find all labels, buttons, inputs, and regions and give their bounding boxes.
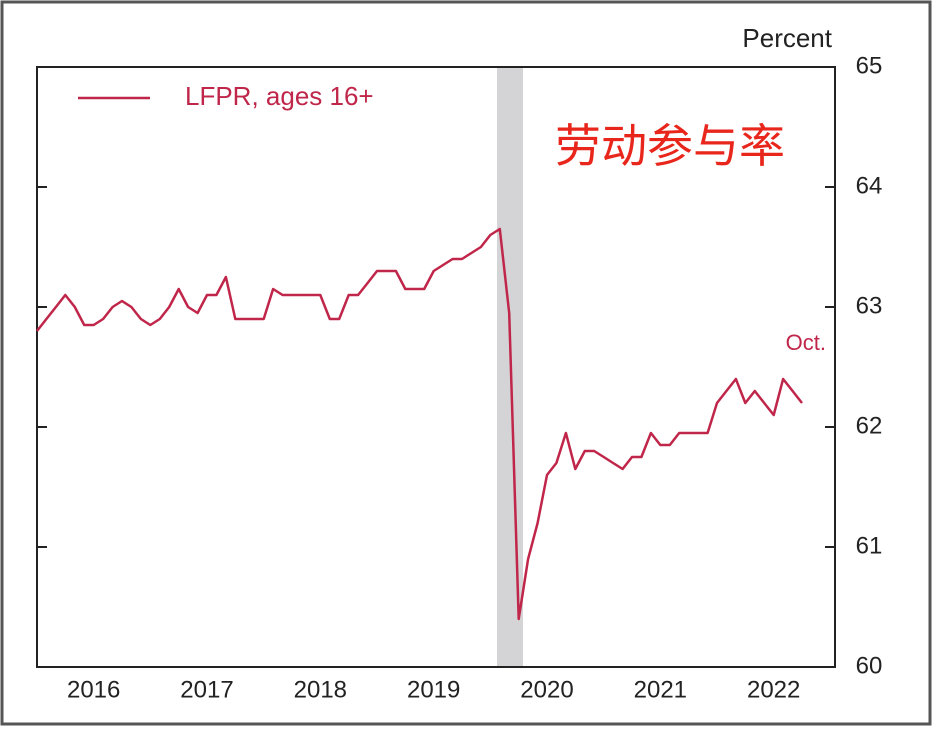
x-tick-label: 2021 — [634, 676, 687, 703]
y-tick-label: 62 — [856, 412, 883, 439]
x-tick-label: 2020 — [520, 676, 573, 703]
y-tick-label: 65 — [856, 52, 883, 79]
y-tick-label: 64 — [856, 172, 883, 199]
legend-label: LFPR, ages 16+ — [185, 81, 374, 111]
y-tick-label: 61 — [856, 532, 883, 559]
x-tick-label: 2022 — [747, 676, 800, 703]
overlay-text: 劳动参与率 — [555, 120, 785, 172]
x-tick-label: 2019 — [407, 676, 460, 703]
series-line — [36, 227, 803, 621]
annotation: Oct. — [786, 330, 826, 355]
x-tick-label: 2018 — [294, 676, 347, 703]
x-tick-label: 2017 — [180, 676, 233, 703]
x-tick-label: 2016 — [67, 676, 120, 703]
y-axis-label: Percent — [742, 23, 832, 53]
y-tick-label: 63 — [856, 292, 883, 319]
y-tick-label: 60 — [856, 652, 883, 679]
